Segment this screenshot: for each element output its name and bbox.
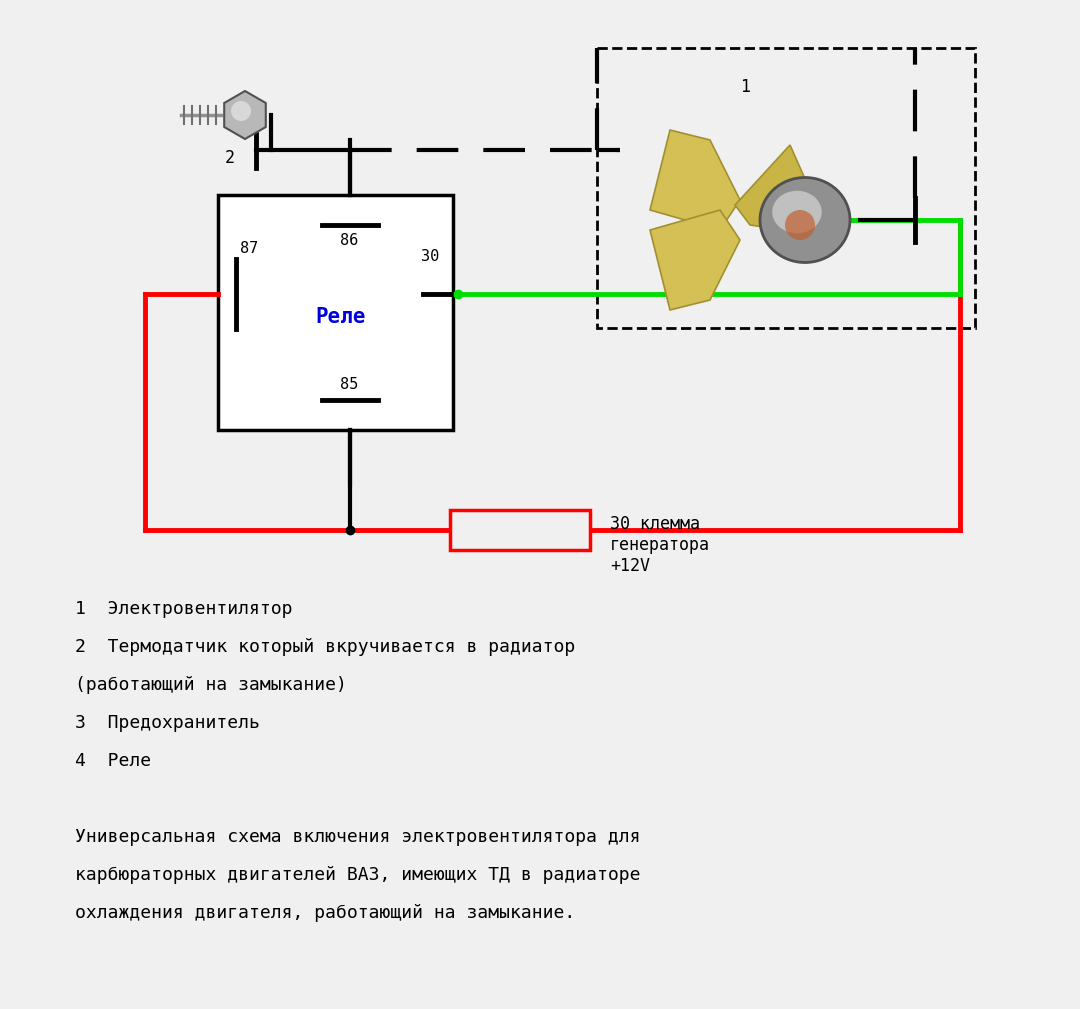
Ellipse shape xyxy=(760,178,850,262)
Polygon shape xyxy=(650,130,740,230)
Text: 85: 85 xyxy=(340,377,359,393)
Ellipse shape xyxy=(772,191,822,233)
Text: 4  Реле: 4 Реле xyxy=(75,752,151,770)
Text: (работающий на замыкание): (работающий на замыкание) xyxy=(75,676,347,694)
Polygon shape xyxy=(225,91,266,139)
Text: 3  Предохранитель: 3 Предохранитель xyxy=(75,714,260,732)
Text: охлаждения двигателя, работающий на замыкание.: охлаждения двигателя, работающий на замы… xyxy=(75,904,576,922)
Text: 30 клемма
генератора
+12V: 30 клемма генератора +12V xyxy=(610,515,710,574)
Bar xyxy=(218,195,453,430)
Text: Реле: Реле xyxy=(315,307,365,327)
Text: 30: 30 xyxy=(421,248,440,263)
Text: 2: 2 xyxy=(225,149,235,167)
Text: карбюраторных двигателей ВАЗ, имеющих ТД в радиаторе: карбюраторных двигателей ВАЗ, имеющих ТД… xyxy=(75,866,640,884)
Text: 87: 87 xyxy=(240,241,258,255)
Text: 1  Электровентилятор: 1 Электровентилятор xyxy=(75,600,293,618)
Ellipse shape xyxy=(785,210,815,240)
Text: 1: 1 xyxy=(740,78,750,96)
Circle shape xyxy=(231,101,251,121)
Text: 86: 86 xyxy=(340,233,359,248)
Text: Универсальная схема включения электровентилятора для: Универсальная схема включения электровен… xyxy=(75,828,640,846)
Polygon shape xyxy=(735,145,810,230)
Polygon shape xyxy=(650,210,740,310)
Bar xyxy=(450,510,590,550)
Bar xyxy=(597,48,975,328)
Text: 2  Термодатчик который вкручивается в радиатор: 2 Термодатчик который вкручивается в рад… xyxy=(75,638,576,656)
